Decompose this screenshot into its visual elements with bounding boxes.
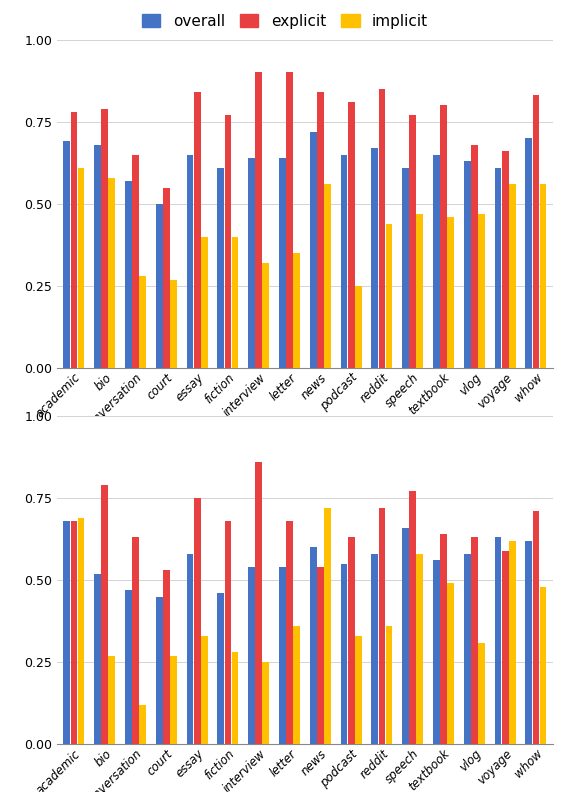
- Bar: [132, 538, 139, 744]
- Bar: [286, 521, 293, 744]
- X-axis label: (a) within-corpus model.: (a) within-corpus model.: [195, 501, 415, 519]
- Bar: [502, 151, 508, 368]
- Bar: [231, 653, 238, 744]
- Bar: [186, 554, 193, 744]
- Bar: [471, 145, 478, 368]
- Bar: [293, 626, 300, 744]
- Bar: [355, 636, 361, 744]
- Bar: [509, 185, 516, 368]
- Bar: [293, 253, 300, 368]
- Bar: [378, 89, 385, 368]
- Bar: [509, 541, 516, 744]
- Bar: [440, 105, 447, 368]
- Bar: [225, 521, 231, 744]
- Bar: [71, 112, 78, 368]
- Bar: [464, 554, 471, 744]
- Bar: [63, 521, 70, 744]
- Bar: [139, 705, 146, 744]
- Bar: [262, 263, 269, 368]
- Bar: [409, 491, 416, 744]
- Bar: [255, 462, 262, 744]
- Bar: [218, 593, 224, 744]
- Bar: [433, 561, 440, 744]
- Bar: [163, 188, 170, 368]
- Bar: [262, 662, 269, 744]
- Bar: [194, 498, 201, 744]
- Bar: [63, 142, 70, 368]
- Bar: [471, 538, 478, 744]
- Bar: [478, 214, 485, 368]
- Bar: [409, 115, 416, 368]
- Bar: [532, 96, 539, 368]
- Bar: [372, 554, 378, 744]
- Bar: [125, 590, 132, 744]
- Bar: [132, 154, 139, 368]
- Bar: [170, 656, 177, 744]
- Bar: [108, 656, 115, 744]
- Bar: [94, 145, 101, 368]
- Bar: [201, 237, 207, 368]
- Bar: [225, 115, 231, 368]
- Bar: [108, 177, 115, 368]
- Bar: [478, 642, 485, 744]
- Bar: [417, 214, 424, 368]
- Bar: [156, 596, 162, 744]
- Bar: [101, 485, 108, 744]
- Bar: [194, 92, 201, 368]
- Bar: [279, 567, 286, 744]
- Bar: [94, 573, 101, 744]
- Bar: [317, 92, 324, 368]
- Bar: [324, 508, 331, 744]
- Bar: [495, 538, 502, 744]
- Bar: [386, 223, 392, 368]
- Bar: [386, 626, 392, 744]
- Bar: [71, 521, 78, 744]
- Bar: [249, 158, 255, 368]
- Bar: [355, 286, 361, 368]
- Bar: [341, 154, 348, 368]
- Bar: [218, 168, 224, 368]
- Bar: [402, 527, 409, 744]
- Bar: [279, 158, 286, 368]
- Bar: [433, 154, 440, 368]
- Bar: [532, 511, 539, 744]
- Bar: [286, 73, 293, 368]
- Bar: [378, 508, 385, 744]
- Bar: [526, 138, 532, 368]
- Bar: [310, 131, 317, 368]
- Bar: [125, 181, 132, 368]
- Bar: [317, 567, 324, 744]
- Bar: [402, 168, 409, 368]
- Bar: [464, 162, 471, 368]
- Bar: [526, 541, 532, 744]
- Bar: [447, 217, 454, 368]
- Bar: [540, 185, 547, 368]
- Bar: [78, 168, 84, 368]
- Bar: [341, 564, 348, 744]
- Bar: [170, 280, 177, 368]
- Bar: [417, 554, 424, 744]
- Bar: [101, 109, 108, 368]
- Bar: [348, 102, 355, 368]
- Bar: [249, 567, 255, 744]
- Bar: [231, 237, 238, 368]
- Bar: [201, 636, 207, 744]
- Bar: [447, 584, 454, 744]
- Bar: [495, 168, 502, 368]
- Bar: [348, 538, 355, 744]
- Bar: [440, 534, 447, 744]
- Bar: [324, 185, 331, 368]
- Bar: [163, 570, 170, 744]
- Bar: [78, 518, 84, 744]
- Bar: [156, 204, 162, 368]
- Bar: [139, 276, 146, 368]
- Bar: [372, 148, 378, 368]
- Bar: [502, 550, 508, 744]
- Bar: [540, 587, 547, 744]
- Bar: [186, 154, 193, 368]
- Legend: overall, explicit, implicit: overall, explicit, implicit: [136, 8, 434, 35]
- Bar: [255, 73, 262, 368]
- Bar: [310, 547, 317, 744]
